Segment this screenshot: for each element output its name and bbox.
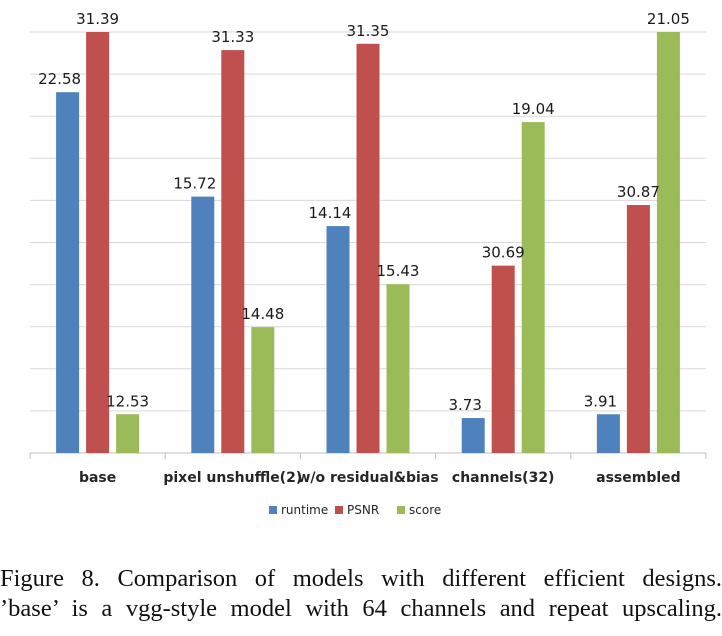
bar-runtime-2 <box>326 226 350 453</box>
bar-chart: 22.58 31.39 12.53 15.72 31.33 14.48 14.14 31.35… <box>29 10 707 517</box>
category-axis: base pixel unshuffle(2)w/o residual&bias c… <box>79 470 681 486</box>
bar-runtime-3 <box>461 418 485 453</box>
data-label-runtime-1: 15.72 <box>173 175 216 193</box>
bar-score-2 <box>386 284 410 453</box>
data-label-runtime-4: 3.91 <box>584 392 617 410</box>
legend-swatch-score <box>397 506 405 514</box>
legend-label-score: score <box>409 503 441 517</box>
bar-score-3 <box>521 122 545 454</box>
data-label-psnr-3: 30.69 <box>482 244 525 262</box>
category-label-2: w/o residual&bias <box>297 470 438 486</box>
data-label-psnr-0: 31.39 <box>76 10 119 28</box>
bar-score-1 <box>251 327 275 453</box>
caption-line-1: Figure 8. Comparison of models with diff… <box>0 565 722 592</box>
bar-psnr-4 <box>626 205 650 453</box>
bar-psnr-3 <box>491 265 515 453</box>
data-label-score-1: 14.48 <box>241 305 284 323</box>
bar-psnr-1 <box>221 50 245 454</box>
data-label-score-4: 21.05 <box>647 10 690 28</box>
data-labels: 22.58 31.39 12.53 15.72 31.33 14.48 14.14 31.35… <box>38 10 690 414</box>
bar-psnr-0 <box>86 32 110 453</box>
bar-psnr-2 <box>356 43 380 454</box>
category-label-1: pixel unshuffle(2) <box>163 470 302 486</box>
bar-runtime-4 <box>596 414 620 453</box>
bars <box>56 32 680 454</box>
data-label-runtime-2: 14.14 <box>309 204 352 222</box>
category-label-3: channels(32) <box>452 470 555 486</box>
category-label-4: assembled <box>596 470 681 486</box>
legend: runtime PSNR score <box>269 503 441 517</box>
data-label-psnr-4: 30.87 <box>617 183 660 201</box>
data-label-score-0: 12.53 <box>106 392 149 410</box>
data-label-runtime-0: 22.58 <box>38 70 81 88</box>
legend-swatch-runtime <box>269 506 277 514</box>
data-label-score-2: 15.43 <box>377 262 420 280</box>
figure-caption: Figure 8. Comparison of models with diff… <box>0 564 722 624</box>
legend-label-runtime: runtime <box>281 503 328 517</box>
bar-score-0 <box>116 414 140 453</box>
data-label-runtime-3: 3.73 <box>448 396 481 414</box>
data-label-psnr-1: 31.33 <box>211 28 254 46</box>
legend-label-psnr: PSNR <box>347 503 379 517</box>
bar-runtime-1 <box>191 196 215 453</box>
bar-runtime-0 <box>56 92 80 453</box>
bar-score-4 <box>656 32 680 453</box>
data-label-psnr-2: 31.35 <box>347 22 390 40</box>
legend-swatch-psnr <box>335 506 343 514</box>
category-label-0: base <box>79 470 116 486</box>
caption-line-2: ’base’ is a vgg-style model with 64 chan… <box>0 595 722 622</box>
data-label-score-3: 19.04 <box>512 100 555 118</box>
